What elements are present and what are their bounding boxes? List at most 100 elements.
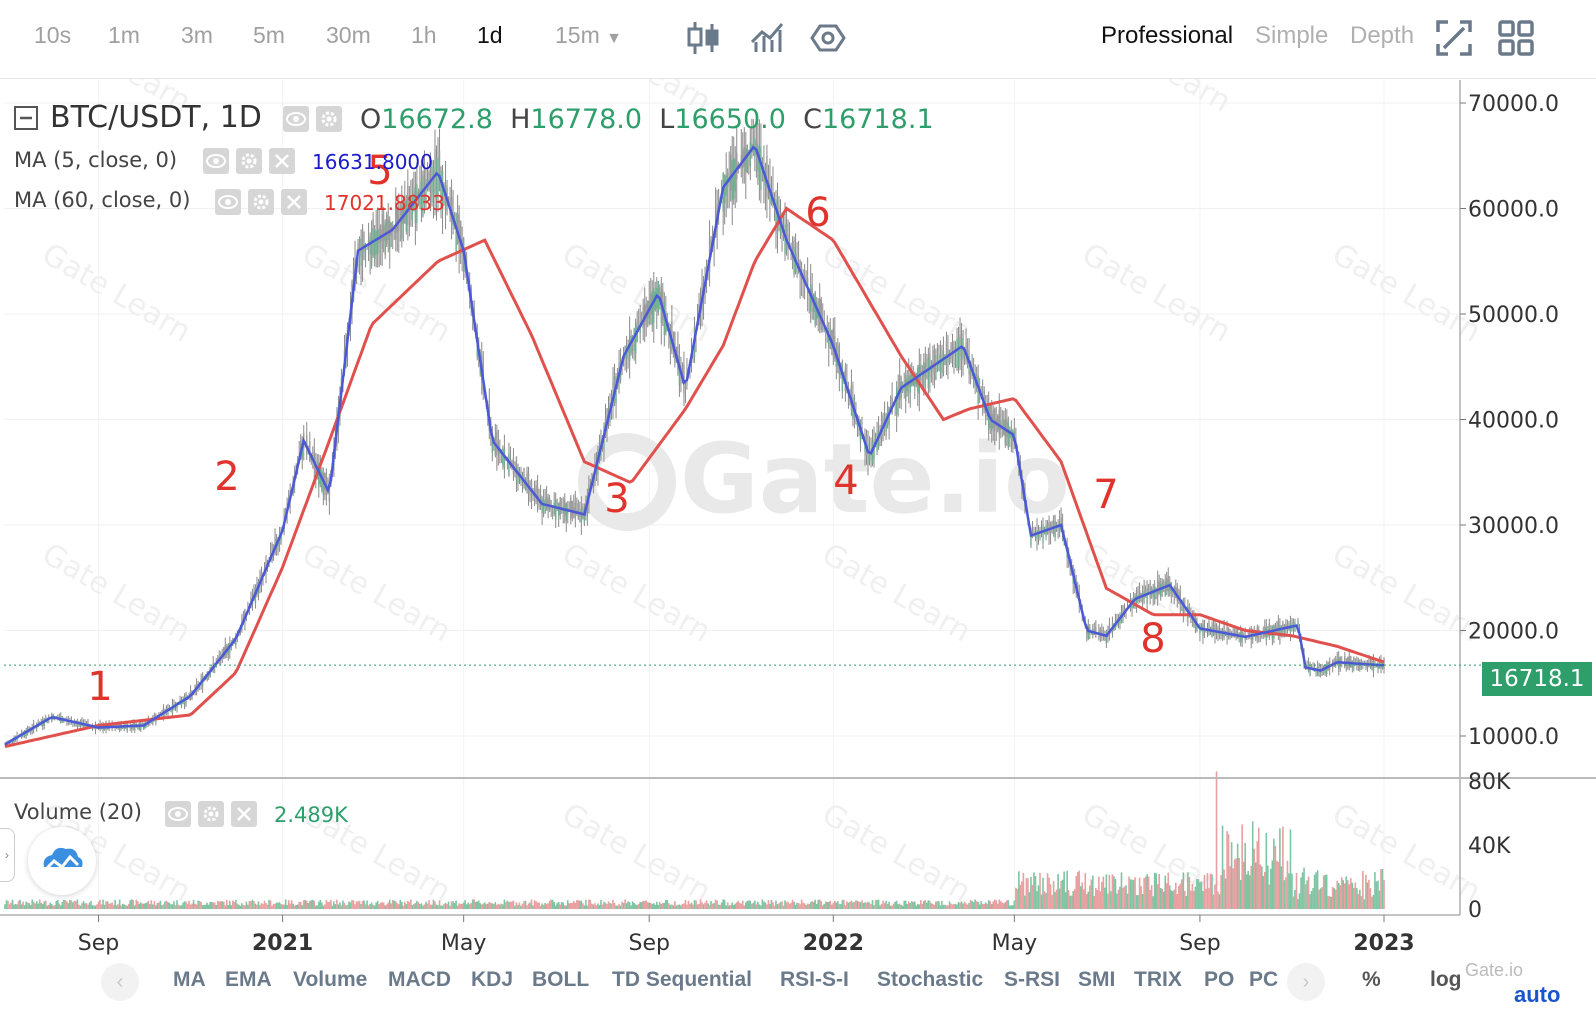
log-scale-toggle[interactable]: log xyxy=(1430,968,1462,991)
indicator-ema[interactable]: EMA xyxy=(225,968,272,991)
volume-bar xyxy=(76,899,79,909)
candle xyxy=(726,168,729,209)
visibility-eye-icon[interactable] xyxy=(215,189,241,215)
volume-bar xyxy=(1064,892,1067,909)
volume-value: 2.489K xyxy=(274,803,348,827)
timeframe-dropdown[interactable]: 15m ▼ xyxy=(555,22,622,49)
volume-bar xyxy=(399,899,402,909)
visibility-eye-icon[interactable] xyxy=(165,801,191,827)
timeframe-5m[interactable]: 5m xyxy=(253,22,285,48)
volume-bar xyxy=(280,904,282,909)
mode-depth[interactable]: Depth xyxy=(1350,22,1415,49)
mode-simple[interactable]: Simple xyxy=(1255,22,1329,49)
candle xyxy=(633,327,635,361)
collapse-legend-icon[interactable] xyxy=(14,106,38,134)
ohlc-readout: O16672.8 H16778.0 L16650.0 C16718.1 xyxy=(360,104,934,135)
indicator-kdj[interactable]: KDJ xyxy=(471,968,514,991)
scroll-left-button[interactable]: ‹ xyxy=(101,963,139,1001)
candle xyxy=(962,329,964,376)
visibility-eye-icon[interactable] xyxy=(203,148,229,174)
volume-bar xyxy=(1312,888,1314,909)
volume-bar xyxy=(1334,889,1337,909)
indicator-boll[interactable]: BOLL xyxy=(532,968,590,991)
volume-bar xyxy=(929,900,931,909)
volume-bar xyxy=(714,899,717,909)
indicator-chart-icon[interactable] xyxy=(746,18,786,58)
indicator-pc[interactable]: PC xyxy=(1249,968,1279,991)
gear-icon[interactable] xyxy=(316,106,342,132)
candle xyxy=(650,277,652,325)
volume-bar xyxy=(977,901,979,909)
timeframe-3m[interactable]: 3m xyxy=(181,22,213,48)
layout-grid-icon[interactable] xyxy=(1496,18,1536,58)
candle xyxy=(1238,631,1240,643)
volume-bar xyxy=(1363,899,1366,909)
timeframe-1d[interactable]: 1d xyxy=(477,22,503,48)
candle xyxy=(396,208,398,252)
volume-bar xyxy=(1292,896,1295,909)
indicator-macd[interactable]: MACD xyxy=(388,968,451,991)
visibility-eye-icon[interactable] xyxy=(283,106,309,132)
scroll-right-button[interactable]: › xyxy=(1287,963,1325,1001)
watermark-small: Gate Learn xyxy=(1076,79,1237,120)
percent-scale-toggle[interactable]: % xyxy=(1362,968,1381,991)
candle xyxy=(1146,580,1148,613)
volume-bar xyxy=(1193,890,1195,909)
volume-bar xyxy=(1339,885,1342,909)
candle xyxy=(905,365,907,414)
auto-scale-toggle[interactable]: auto xyxy=(1514,982,1561,1007)
candle xyxy=(951,333,954,368)
volume-bar xyxy=(544,902,546,909)
candle xyxy=(1276,621,1278,634)
x-tick-label: 2021 xyxy=(252,931,313,956)
indicator-rsi-s-i[interactable]: RSI-S-I xyxy=(780,968,849,991)
candle xyxy=(530,478,533,510)
volume-bar xyxy=(722,899,724,909)
gear-icon[interactable] xyxy=(248,189,274,215)
volume-bar xyxy=(861,900,863,909)
candlestick-chart-icon[interactable] xyxy=(684,18,724,58)
indicator-td-sequential[interactable]: TD Sequential xyxy=(612,968,753,991)
indicator-ma[interactable]: MA xyxy=(173,968,206,991)
timeframe-30m[interactable]: 30m xyxy=(326,22,371,48)
volume-bar xyxy=(1045,892,1047,909)
volume-bar xyxy=(580,900,583,909)
indicator-smi[interactable]: SMI xyxy=(1078,968,1116,991)
indicator-stochastic[interactable]: Stochastic xyxy=(877,968,984,991)
indicator-volume[interactable]: Volume xyxy=(293,968,368,991)
volume-bar xyxy=(284,899,287,909)
volume-bar xyxy=(993,899,996,909)
volume-bar xyxy=(1378,890,1381,909)
cloud-chart-icon[interactable] xyxy=(28,827,96,895)
gear-icon[interactable] xyxy=(198,801,224,827)
volume-bar xyxy=(78,904,80,909)
volume-bar xyxy=(1174,882,1177,909)
volume-bar xyxy=(289,903,291,909)
settings-icon[interactable] xyxy=(808,18,848,58)
timeframe-1m[interactable]: 1m xyxy=(108,22,140,48)
timeframe-1h[interactable]: 1h xyxy=(411,22,437,48)
volume-bar xyxy=(767,899,770,909)
close-icon[interactable] xyxy=(281,189,307,215)
volume-bar xyxy=(1350,878,1352,909)
candle xyxy=(438,128,441,192)
gear-icon[interactable] xyxy=(236,148,262,174)
volume-bar xyxy=(883,903,886,909)
close-icon[interactable] xyxy=(231,801,257,827)
indicator-trix[interactable]: TRIX xyxy=(1134,968,1182,991)
indicator-po[interactable]: PO xyxy=(1204,968,1235,991)
candle xyxy=(1348,649,1350,671)
mode-professional[interactable]: Professional xyxy=(1101,22,1234,49)
indicator-s-rsi[interactable]: S-RSI xyxy=(1004,968,1061,991)
volume-bar xyxy=(547,903,549,909)
volume-bar xyxy=(847,902,850,909)
candle xyxy=(309,431,311,463)
fullscreen-icon[interactable] xyxy=(1434,18,1474,58)
volume-bar xyxy=(1081,882,1084,909)
timeframe-10s[interactable]: 10s xyxy=(34,22,72,48)
y-tick-label: 70000.0 xyxy=(1468,92,1559,117)
expand-sidebar-tab[interactable]: › xyxy=(0,828,15,882)
close-icon[interactable] xyxy=(269,148,295,174)
volume-bar xyxy=(1277,861,1280,909)
